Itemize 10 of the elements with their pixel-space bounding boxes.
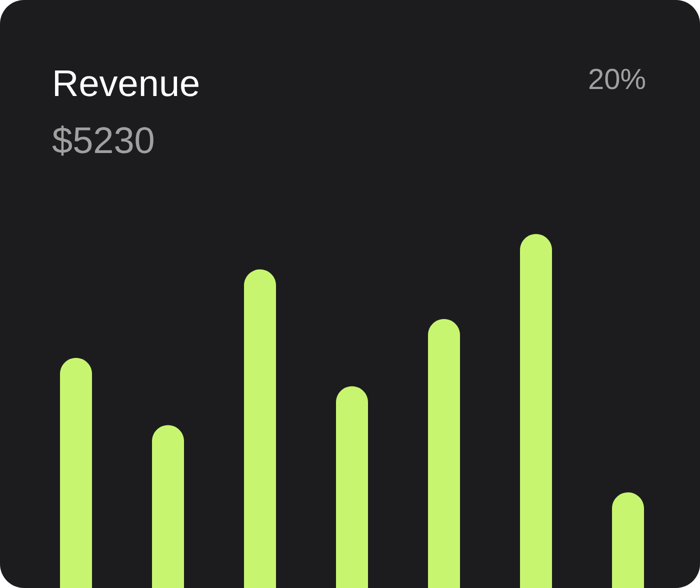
bar bbox=[152, 425, 184, 588]
bar bbox=[60, 358, 92, 588]
bar bbox=[244, 269, 276, 588]
text: 20% bbox=[588, 64, 646, 96]
bar bbox=[336, 386, 368, 588]
chart-subtitle: $5230 bbox=[52, 120, 155, 161]
bar bbox=[612, 492, 644, 588]
bar bbox=[520, 234, 552, 588]
bar bbox=[428, 318, 460, 588]
chart-title: Revenue bbox=[52, 63, 200, 104]
